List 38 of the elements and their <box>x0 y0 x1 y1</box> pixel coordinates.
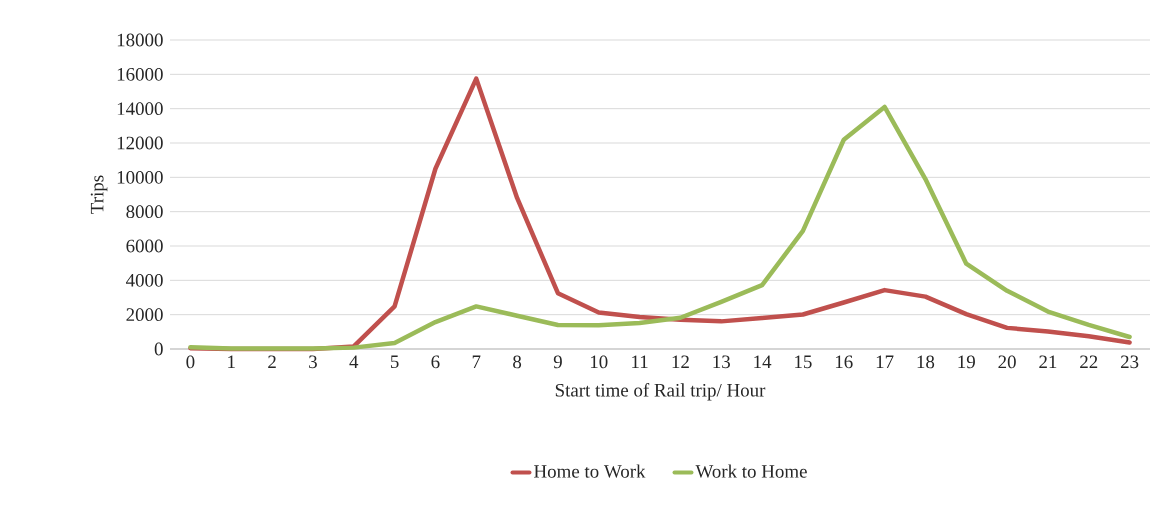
x-tick-label: 15 <box>795 355 812 369</box>
x-tick-label: 10 <box>590 355 608 369</box>
x-tick-label: 18 <box>917 355 935 369</box>
x-tick-label: 19 <box>958 355 975 369</box>
y-tick-label: 14000 <box>117 102 163 116</box>
x-tick-label: 14 <box>754 355 772 369</box>
x-tick-label: 0 <box>186 355 195 369</box>
y-tick-label: 10000 <box>117 170 163 184</box>
x-tick-label: 8 <box>513 355 522 369</box>
legend-label: Work to Home <box>695 464 807 478</box>
y-tick-label: 12000 <box>117 136 163 150</box>
x-tick-label: 11 <box>632 355 648 369</box>
y-tick-label: 4000 <box>126 273 163 287</box>
x-tick-label: 16 <box>835 355 853 369</box>
y-tick-label: 2000 <box>126 308 163 322</box>
x-tick-label: 1 <box>228 355 235 369</box>
y-tick-label: 18000 <box>117 33 163 47</box>
x-tick-label: 21 <box>1039 355 1057 369</box>
x-tick-label: 17 <box>876 355 894 369</box>
x-tick-label: 4 <box>349 355 359 368</box>
y-tick-label: 16000 <box>117 67 163 81</box>
x-tick-label: 3 <box>309 355 317 369</box>
x-tick-label: 22 <box>1080 355 1098 369</box>
y-tick-label: 0 <box>154 342 163 356</box>
x-tick-label: 12 <box>672 355 689 369</box>
legend-label: Home to Work <box>534 464 646 478</box>
x-tick-label: 5 <box>390 355 399 369</box>
x-tick-label: 20 <box>998 355 1016 369</box>
x-tick-label: 9 <box>553 355 562 369</box>
y-tick-label: 8000 <box>126 205 163 219</box>
x-tick-label: 13 <box>713 355 730 369</box>
x-tick-label: 23 <box>1120 355 1139 369</box>
x-tick-label: 2 <box>268 355 276 369</box>
x-tick-label: 6 <box>431 355 440 369</box>
y-axis-title: Trips <box>90 175 108 214</box>
x-tick-label: 7 <box>472 355 481 368</box>
y-tick-label: 6000 <box>126 239 163 253</box>
x-axis-title: Start time of Rail trip/ Hour <box>555 383 766 401</box>
